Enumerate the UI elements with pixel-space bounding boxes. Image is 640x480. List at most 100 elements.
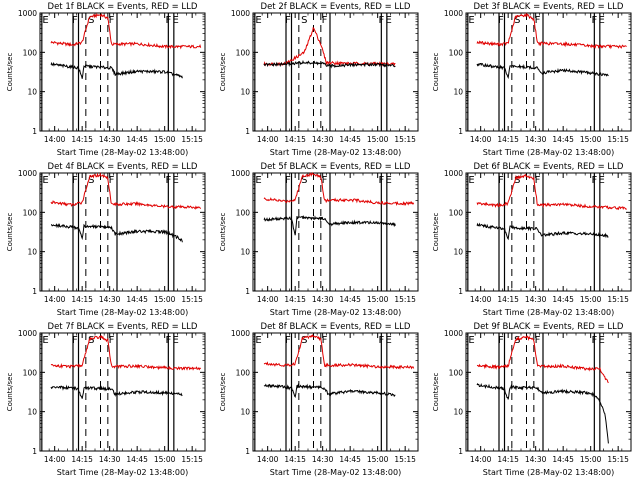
events-series-line [476, 62, 609, 80]
x-axis-label: Start Time (28-May-02 13:48:00) [483, 308, 614, 317]
x-tick-label: 14:15 [71, 455, 93, 464]
x-tick-label: 14:00 [44, 455, 66, 464]
x-tick-label: 14:00 [257, 135, 279, 144]
y-tick-label: 1000 [444, 9, 463, 18]
interval-label: F [535, 175, 541, 186]
x-tick-label: 15:15 [607, 135, 629, 144]
x-tick-label: 15:15 [394, 295, 416, 304]
interval-label: E [173, 175, 179, 186]
y-tick-label: 100 [236, 208, 251, 217]
x-tick-label: 14:15 [284, 295, 306, 304]
detector-panel-3: Det 3f BLACK = Events, RED = LLD Counts/s… [432, 2, 632, 157]
x-tick-label: 14:00 [257, 295, 279, 304]
y-tick-label: 100 [449, 208, 464, 217]
y-tick-label: 1 [458, 127, 463, 136]
y-axis-label: Counts/sec [6, 373, 14, 412]
x-axis-label: Start Time (28-May-02 13:48:00) [57, 308, 188, 317]
x-tick-label: 14:00 [470, 135, 492, 144]
interval-label: F [378, 335, 384, 346]
interval-label: F [498, 175, 504, 186]
events-series-line [263, 383, 396, 398]
interval-label: E [255, 335, 261, 346]
y-tick-label: 1000 [231, 9, 250, 18]
interval-label: F [535, 335, 541, 346]
x-tick-label: 14:45 [552, 295, 574, 304]
y-tick-label: 1000 [444, 329, 463, 338]
interval-label: S [301, 175, 307, 186]
x-tick-label: 15:00 [154, 295, 176, 304]
interval-label: E [42, 175, 48, 186]
y-tick-label: 1000 [18, 9, 37, 18]
x-tick-label: 15:00 [580, 455, 602, 464]
detector-panel-1: Det 1f BLACK = Events, RED = LLD Counts/s… [6, 2, 206, 157]
interval-label: F [322, 15, 328, 26]
interval-label: F [72, 335, 78, 346]
lld-series-line [476, 173, 627, 211]
interval-label: F [109, 335, 115, 346]
interval-label: E [42, 335, 48, 346]
x-tick-label: 15:00 [580, 135, 602, 144]
y-tick-label: 1 [32, 447, 37, 456]
y-axis-label: Counts/sec [432, 53, 440, 92]
interval-label: E [599, 335, 605, 346]
interval-label: F [591, 175, 597, 186]
events-series-line [263, 59, 396, 69]
y-tick-label: 100 [236, 368, 251, 377]
x-tick-label: 14:15 [284, 455, 306, 464]
detector-panel-9: Det 9f BLACK = Events, RED = LLD Counts/s… [432, 322, 632, 477]
interval-label: S [88, 15, 94, 26]
y-tick-label: 1 [458, 287, 463, 296]
interval-label: S [514, 175, 520, 186]
x-axis-label: Start Time (28-May-02 13:48:00) [483, 468, 614, 477]
y-tick-label: 1 [458, 447, 463, 456]
detector-panel-7: Det 7f BLACK = Events, RED = LLD Counts/s… [6, 322, 206, 477]
x-tick-label: 14:45 [126, 135, 148, 144]
plot-frame [252, 172, 419, 292]
x-tick-label: 14:00 [470, 455, 492, 464]
events-series-line [50, 61, 183, 79]
interval-label: F [498, 335, 504, 346]
interval-label: E [386, 335, 392, 346]
y-axis-label: Counts/sec [6, 53, 14, 92]
events-series-line [50, 384, 183, 399]
interval-label: E [386, 15, 392, 26]
interval-label: S [514, 335, 520, 346]
x-tick-label: 15:00 [367, 295, 389, 304]
x-tick-label: 14:45 [552, 455, 574, 464]
x-tick-label: 15:15 [394, 455, 416, 464]
panel-title: Det 9f BLACK = Events, RED = LLD [474, 322, 624, 332]
x-tick-label: 14:15 [284, 135, 306, 144]
x-axis-label: Start Time (28-May-02 13:48:00) [57, 468, 188, 477]
x-tick-label: 14:30 [525, 135, 547, 144]
plot-frame [465, 332, 632, 452]
x-tick-label: 14:15 [497, 295, 519, 304]
x-tick-label: 14:45 [339, 135, 361, 144]
x-tick-label: 14:00 [470, 295, 492, 304]
interval-label: E [599, 175, 605, 186]
interval-label: F [378, 175, 384, 186]
interval-label: F [165, 15, 171, 26]
x-axis-label: Start Time (28-May-02 13:48:00) [270, 468, 401, 477]
interval-label: F [591, 15, 597, 26]
interval-label: E [468, 15, 474, 26]
x-tick-label: 14:45 [339, 295, 361, 304]
interval-label: S [514, 15, 520, 26]
interval-label: E [468, 175, 474, 186]
x-tick-label: 15:00 [580, 295, 602, 304]
x-axis-label: Start Time (28-May-02 13:48:00) [57, 148, 188, 157]
interval-label: F [591, 335, 597, 346]
y-tick-label: 10 [240, 88, 250, 97]
interval-label: E [173, 335, 179, 346]
x-axis-label: Start Time (28-May-02 13:48:00) [483, 148, 614, 157]
interval-label: F [109, 15, 115, 26]
y-tick-label: 10 [27, 88, 37, 97]
y-tick-label: 10 [453, 248, 463, 257]
x-tick-label: 14:45 [126, 295, 148, 304]
panel-title: Det 8f BLACK = Events, RED = LLD [261, 322, 411, 332]
plot-frame [465, 172, 632, 292]
y-tick-label: 1 [32, 287, 37, 296]
y-tick-label: 100 [236, 48, 251, 57]
x-tick-label: 14:45 [126, 455, 148, 464]
y-tick-label: 1 [245, 127, 250, 136]
panel-title: Det 2f BLACK = Events, RED = LLD [261, 2, 411, 12]
